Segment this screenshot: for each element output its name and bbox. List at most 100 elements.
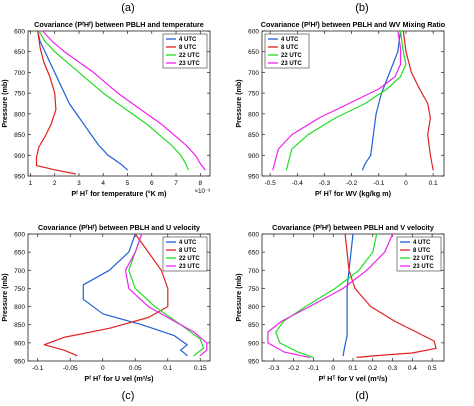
x-tick-label: 5 [126, 180, 130, 187]
x-tick-label: -0.5 [265, 180, 277, 187]
y-tick-label: 700 [248, 268, 259, 275]
legend-box [264, 33, 310, 69]
legend-entry: 4 UTC [179, 37, 197, 43]
series-line-4-utc [82, 233, 188, 357]
x-tick-label: 0 [404, 180, 408, 187]
x-tick-label: 1 [29, 180, 33, 187]
x-axis-label: Pᶠ Hᵀ for V vel (m²/s) [319, 374, 388, 383]
legend-entry: 4 UTC [179, 240, 197, 246]
x-tick-label: 0.1 [429, 180, 438, 187]
y-tick-label: 850 [248, 132, 259, 139]
x-tick-label: -0.1 [308, 365, 320, 372]
legend-box [162, 33, 208, 69]
chart-title: Covariance (PᶠHᶠ) between PBLH and U vel… [38, 223, 200, 232]
legend-box [162, 236, 208, 272]
x-tick-label: -0.1 [373, 180, 385, 187]
y-axis-label: Pressure (mb) [0, 79, 9, 128]
x-tick-label: 4 [101, 180, 105, 187]
x-tick-label: -0.2 [346, 180, 358, 187]
x-tick-label: 0.4 [408, 365, 417, 372]
y-tick-label: 650 [248, 49, 259, 56]
panel-label-d: (d) [355, 390, 368, 402]
y-tick-label: 900 [248, 153, 259, 160]
y-tick-label: 750 [248, 286, 259, 293]
legend-entry: 8 UTC [179, 248, 197, 254]
x-tick-label: 0.15 [194, 365, 207, 372]
y-tick-label: 950 [248, 174, 259, 181]
y-tick-label: 600 [14, 232, 25, 239]
panel-label-b: (b) [355, 2, 368, 14]
x-axis-label: Pᶠ Hᵀ for temperature (°K m) [71, 189, 167, 198]
series-line-4-utc [37, 30, 129, 171]
y-tick-label: 800 [248, 304, 259, 311]
x-tick-label: -0.3 [319, 180, 331, 187]
series-line-23-utc [272, 30, 402, 171]
y-tick-label: 900 [14, 340, 25, 347]
chart-title: Covariance (PᶠHᶠ) between PBLH and WV Mi… [261, 20, 446, 29]
legend-box [396, 236, 442, 272]
legend-entry: 4 UTC [413, 240, 431, 246]
legend-entry: 23 UTC [179, 61, 200, 67]
x-tick-label: 0 [101, 365, 105, 372]
x-tick-label: 2 [53, 180, 57, 187]
x-tick-label: -0.2 [288, 365, 300, 372]
series-line-22-utc [38, 30, 189, 171]
legend-entry: 23 UTC [179, 264, 200, 270]
series-line-23-utc [41, 30, 206, 171]
series-line-8-utc [344, 233, 437, 358]
chart-title: Covariance (PᶠHᶠ) between PBLH and tempe… [34, 20, 204, 29]
y-tick-label: 650 [14, 49, 25, 56]
y-tick-label: 950 [248, 359, 259, 366]
y-tick-label: 700 [248, 70, 259, 77]
chart-panel-1: 600 650 700 750 800 850 900 950 1 2 3 4 5 6 7 8 ×10⁻³ Cov… [0, 20, 211, 198]
panel-label-a: (a) [121, 2, 134, 14]
legend-entry: 8 UTC [179, 45, 197, 51]
y-tick-label: 850 [14, 132, 25, 139]
legend-entry: 23 UTC [413, 264, 434, 270]
chart-panel-4: 600 650 700 750 800 850 900 950 -0.3 -0.2 -0.1 0 0.1… [234, 223, 445, 383]
y-tick-label: 700 [14, 268, 25, 275]
x-tick-label: -0.3 [268, 365, 280, 372]
series-line-23-utc [124, 233, 208, 357]
y-tick-label: 800 [248, 111, 259, 118]
y-tick-label: 800 [14, 304, 25, 311]
legend-entry: 22 UTC [179, 256, 200, 262]
series-line-22-utc [285, 30, 407, 171]
series-line-8-utc [35, 30, 76, 175]
y-tick-label: 800 [14, 111, 25, 118]
series-line-8-utc [402, 30, 434, 171]
series-line-4-utc [361, 30, 402, 171]
chart-panel-2: 600 650 700 750 800 850 900 950 -0.5 -0.4 -0.3 -0.2… [234, 20, 446, 198]
y-tick-label: 600 [14, 29, 25, 36]
x-tick-label: 0.2 [368, 365, 377, 372]
series-line-8-utc [43, 233, 169, 357]
series-line-23-utc [267, 233, 394, 358]
x-tick-label: 0.5 [428, 365, 437, 372]
x-tick-label: 7 [174, 180, 178, 187]
y-axis-label: Pressure (mb) [234, 79, 243, 128]
series-line-4-utc [342, 233, 354, 357]
y-tick-label: 850 [14, 322, 25, 329]
y-tick-label: 750 [14, 91, 25, 98]
y-tick-label: 850 [248, 322, 259, 329]
y-tick-label: 950 [14, 174, 25, 181]
x-tick-label: 6 [150, 180, 154, 187]
legend-entry: 22 UTC [281, 53, 302, 59]
legend-entry: 22 UTC [413, 256, 434, 262]
x-tick-label: 8 [198, 180, 202, 187]
y-tick-label: 900 [248, 340, 259, 347]
x-tick-label: 0.1 [163, 365, 172, 372]
x-tick-label: 3 [77, 180, 81, 187]
legend-entry: 8 UTC [281, 45, 299, 51]
legend-entry: 22 UTC [179, 53, 200, 59]
series-line-22-utc [128, 233, 205, 357]
y-tick-label: 950 [14, 359, 25, 366]
x-axis-label: Pᶠ Hᵀ for U vel (m²/s) [84, 374, 154, 383]
y-tick-label: 750 [248, 91, 259, 98]
legend: 4 UTC 8 UTC 22 UTC 23 UTC [396, 236, 442, 272]
y-tick-label: 600 [248, 29, 259, 36]
x-tick-label: 0.05 [129, 365, 142, 372]
x-tick-label: 0 [331, 365, 335, 372]
y-tick-label: 700 [14, 70, 25, 77]
